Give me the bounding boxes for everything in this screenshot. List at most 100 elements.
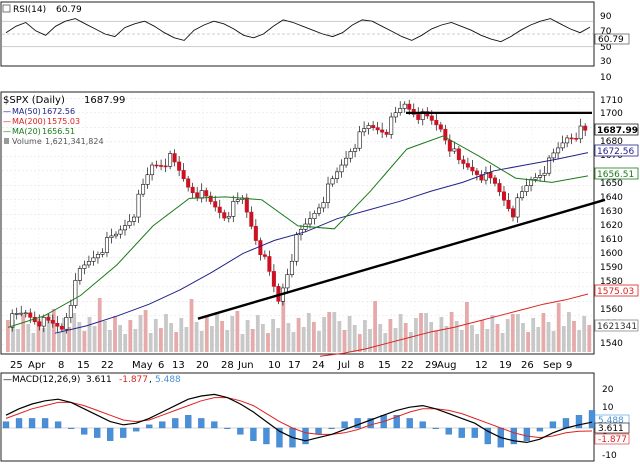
- x-label: 8: [358, 360, 364, 371]
- macd-mark: —: [3, 375, 12, 385]
- volume-bar: [36, 319, 41, 352]
- volume-bar: [510, 314, 515, 352]
- ma200-badge-bg: [594, 284, 639, 297]
- macd-histogram-bar: [562, 418, 570, 429]
- legend-ma50-value: 1672.56: [42, 107, 75, 116]
- candle-body: [91, 257, 96, 262]
- volume-bar: [102, 321, 107, 352]
- x-label: Jun: [237, 360, 254, 371]
- volume-bar: [408, 332, 413, 352]
- rsi-axis: 90 70 50 30 10: [600, 12, 612, 83]
- candle-body: [217, 206, 222, 213]
- candle-body: [407, 103, 412, 110]
- volume-bar: [363, 320, 367, 352]
- volume-bar: [82, 331, 87, 352]
- volume-bar: [128, 320, 133, 352]
- candle-body: [50, 320, 55, 324]
- candle-body: [443, 128, 448, 141]
- macd-value-badge-bg: [594, 422, 630, 434]
- volume-bar: [235, 311, 240, 352]
- volume-bar: [245, 320, 250, 352]
- macd-histogram-bar: [302, 427, 309, 445]
- volume-bar: [266, 333, 270, 352]
- macd-hist-badge: 5.488: [598, 416, 624, 426]
- volume-bar: [133, 329, 138, 352]
- candle-body: [429, 115, 434, 121]
- volume-bar: [342, 330, 347, 352]
- candle-body: [488, 172, 493, 179]
- candle-body: [384, 131, 389, 135]
- macd-histogram-bar: [15, 418, 23, 429]
- candle-body: [344, 157, 349, 166]
- candle-body: [150, 164, 155, 176]
- candle-body: [271, 271, 276, 287]
- volume-bar: [123, 334, 128, 352]
- candle-body: [208, 195, 213, 202]
- macd-signal-value: -1.877: [119, 375, 148, 385]
- candle-body: [520, 191, 525, 199]
- volume-bar: [444, 326, 449, 352]
- volume-bar: [271, 319, 275, 352]
- candle-body: [46, 317, 51, 321]
- rsi-value-badge: 60.79: [598, 35, 624, 45]
- macd-panel: [0, 372, 595, 462]
- candle-body: [141, 184, 146, 195]
- x-label: 26: [521, 360, 534, 371]
- volume-bar: [286, 323, 291, 352]
- candle-body: [154, 164, 159, 167]
- price-tick: 1610: [600, 235, 623, 245]
- volume-bar: [72, 313, 77, 352]
- macd-histogram-bar: [575, 415, 583, 429]
- volume-bar: [255, 315, 260, 352]
- macd-histogram-bar: [406, 418, 413, 429]
- volume-badge-bg: [594, 319, 639, 332]
- volume-bar: [57, 332, 61, 352]
- volume-bar: [332, 312, 337, 352]
- macd-histogram-bar: [536, 427, 544, 432]
- price-tick: 1590: [600, 263, 623, 273]
- volume-bar: [393, 328, 398, 352]
- candle-body: [470, 166, 475, 172]
- candle-body: [28, 312, 33, 318]
- volume-bar: [46, 314, 51, 352]
- candle-body: [104, 237, 109, 253]
- macd-histogram-bar: [41, 418, 49, 429]
- candle-body: [294, 234, 299, 262]
- macd-histogram-bar: [445, 427, 452, 435]
- candle-body: [186, 178, 191, 188]
- volume-bar: [291, 332, 296, 352]
- price-tick: 1540: [600, 339, 623, 349]
- candle-body: [145, 174, 150, 185]
- macd-histogram-bar: [341, 421, 348, 429]
- candle-body: [547, 157, 552, 174]
- price-tick: 1650: [600, 179, 623, 189]
- legend-ma200-mark: —: [3, 117, 11, 126]
- x-label: 12: [475, 360, 488, 371]
- candle-body: [14, 313, 19, 315]
- macd-signal-line: [5, 397, 593, 439]
- close-badge-bg: [594, 123, 639, 136]
- price-title: $SPX (Daily): [3, 95, 65, 106]
- volume-bar: [541, 313, 546, 352]
- volume-bar: [159, 328, 163, 352]
- volume-bar: [16, 329, 20, 352]
- candle-body: [213, 201, 218, 208]
- legend-ma50-mark: —: [3, 107, 11, 116]
- volume-bar: [419, 313, 423, 352]
- candle-body: [64, 317, 69, 330]
- x-label: 15: [378, 360, 391, 371]
- volume-bar: [357, 334, 362, 352]
- macd-header: — MACD(12,26,9) 3.611 -1.877 , 5.488: [3, 375, 181, 385]
- price-tick: 1600: [600, 249, 623, 259]
- candle-body: [330, 178, 335, 185]
- candle-body: [393, 112, 398, 118]
- volume-bar: [388, 319, 393, 352]
- candle-body: [533, 177, 538, 180]
- volume-bar: [306, 313, 311, 352]
- ma20-line: [7, 135, 589, 328]
- volume-bar: [495, 324, 500, 352]
- volume-bar: [31, 333, 36, 352]
- candle-body: [312, 212, 317, 219]
- macd-histogram-bar: [224, 427, 231, 429]
- x-label: Jul: [337, 360, 350, 371]
